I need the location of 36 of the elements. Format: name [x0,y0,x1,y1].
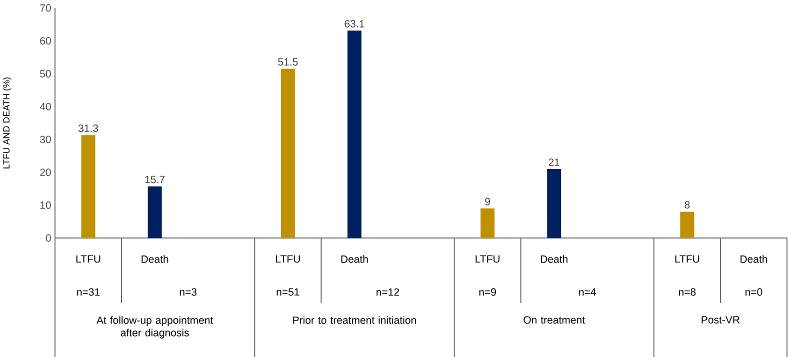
x-tick-label: Death [142,255,168,263]
text: At follow-up appointment after diagnosis [96,316,214,338]
y-tick-label: 20 [40,168,51,176]
text: n=3 [180,288,197,296]
data-label: 15.7 [145,176,164,184]
x-tick-label: Death [740,255,768,263]
y-axis-title: LTFU AND DEATH (%) [2,77,12,168]
y-tick-label: 0 [46,234,51,242]
text: n=4 [579,288,596,296]
text: n=8 [678,288,696,296]
data-label: 8 [684,201,690,209]
y-tick-label: 60 [40,37,51,45]
text: n=9 [479,288,496,296]
x-tick-label: Death [540,255,568,263]
y-tick-label: 70 [40,4,51,12]
text: n=31 [77,288,100,296]
text: n=12 [376,288,400,296]
text: n=0 [746,288,762,296]
text: On treatment [524,316,585,324]
y-tick-label: 50 [40,70,51,78]
x-tick-label: LTFU [276,255,300,263]
x-tick-label: Death [341,255,368,263]
data-label: 31.3 [78,124,98,132]
x-tick-label: LTFU [476,255,500,263]
x-tick-label: LTFU [76,255,100,263]
y-tick-label: 30 [40,136,51,144]
data-label: 9 [485,198,490,206]
data-label: 21 [548,158,560,166]
text: Prior to treatment initiation [293,316,416,324]
y-tick-label: 10 [40,201,51,209]
x-tick-label: LTFU [675,255,700,263]
text: Post-VR [702,316,740,324]
data-label: 51.5 [278,58,298,66]
y-tick-label: 40 [40,102,51,110]
text: n=51 [276,288,300,296]
data-label: 63.1 [344,20,364,28]
